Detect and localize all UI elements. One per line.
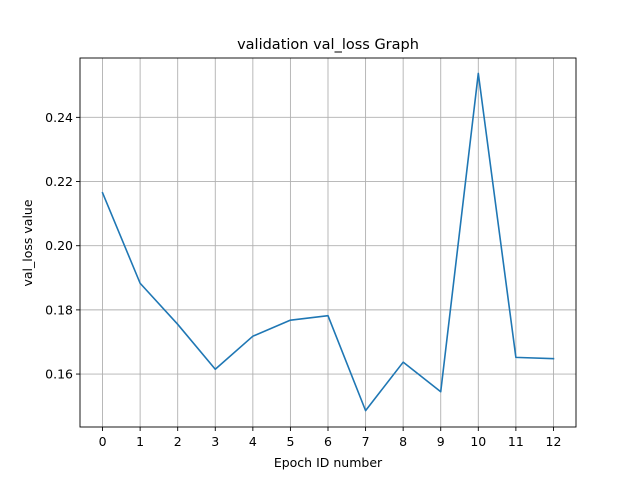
series-layer (101, 72, 555, 412)
x-tick-label: 4 (249, 434, 257, 449)
axis-ticks: 0 1 2 3 4 5 6 7 8 9 10 11 120.160.180.200.220.24 (45, 110, 561, 449)
x-tick-label: 11 (508, 434, 524, 449)
x-tick-label: 12 (546, 434, 562, 449)
chart-title: validation val_loss Graph (237, 37, 419, 53)
x-tick-label: 8 (399, 434, 407, 449)
x-tick-label: 3 (211, 434, 219, 449)
series-line (101, 72, 555, 412)
y-tick-label: 0.20 (45, 238, 73, 253)
x-tick-label: 0 (99, 434, 107, 449)
y-tick-label: 0.24 (45, 110, 73, 125)
x-tick-label: 10 (470, 434, 486, 449)
y-axis-label: val_loss value (20, 199, 35, 286)
x-tick-label: 2 (174, 434, 182, 449)
x-tick-label: 1 (136, 434, 144, 449)
y-tick-label: 0.22 (45, 174, 73, 189)
x-tick-label: 6 (324, 434, 332, 449)
x-tick-label: 7 (362, 434, 370, 449)
y-tick-label: 0.18 (45, 302, 73, 317)
x-tick-label: 5 (286, 434, 294, 449)
x-tick-label: 9 (437, 434, 445, 449)
y-tick-label: 0.16 (45, 367, 73, 382)
x-axis-label: Epoch ID number (274, 455, 383, 470)
grid (80, 58, 576, 427)
